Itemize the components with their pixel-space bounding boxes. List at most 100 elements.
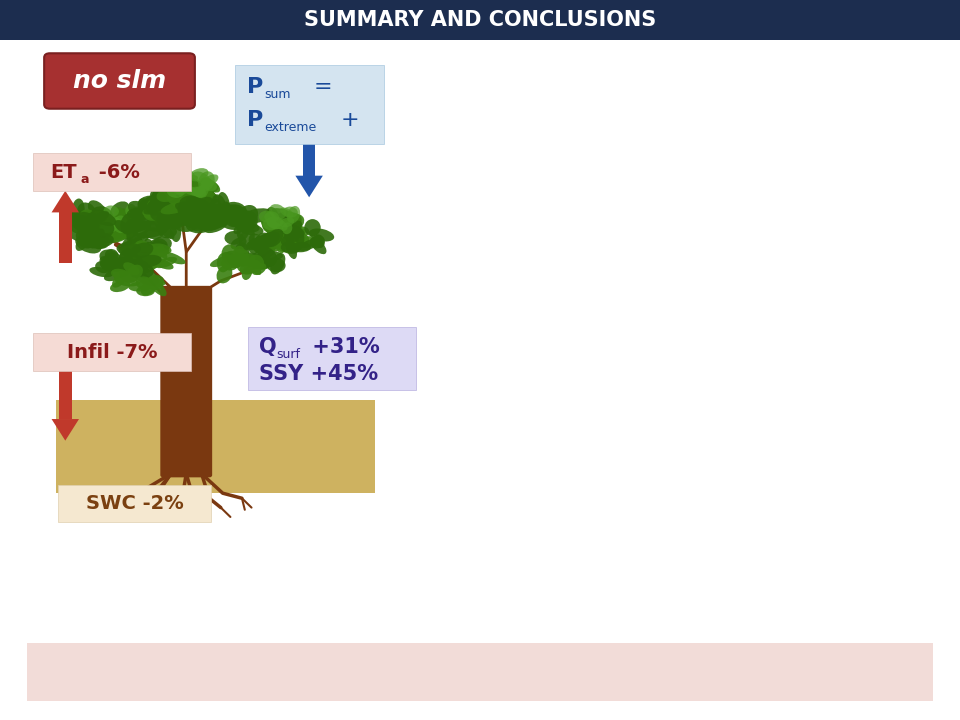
Ellipse shape — [152, 186, 183, 199]
Ellipse shape — [261, 216, 278, 235]
Ellipse shape — [198, 177, 214, 196]
Ellipse shape — [180, 195, 199, 207]
Ellipse shape — [225, 231, 243, 245]
Ellipse shape — [74, 217, 106, 232]
Ellipse shape — [240, 260, 261, 274]
Ellipse shape — [186, 197, 213, 212]
Ellipse shape — [87, 218, 105, 236]
Ellipse shape — [218, 192, 229, 214]
Ellipse shape — [156, 189, 176, 202]
Ellipse shape — [114, 270, 130, 282]
Text: extreme: extreme — [264, 121, 316, 134]
Ellipse shape — [264, 212, 279, 222]
Ellipse shape — [217, 265, 232, 284]
Ellipse shape — [133, 255, 161, 268]
Ellipse shape — [71, 223, 97, 235]
Ellipse shape — [78, 232, 97, 248]
Ellipse shape — [129, 206, 146, 218]
Ellipse shape — [150, 189, 163, 207]
Ellipse shape — [108, 221, 129, 236]
Ellipse shape — [296, 236, 318, 248]
Ellipse shape — [202, 178, 220, 192]
Ellipse shape — [100, 217, 117, 232]
Ellipse shape — [112, 222, 133, 240]
Ellipse shape — [60, 210, 83, 227]
Ellipse shape — [78, 210, 93, 229]
Ellipse shape — [104, 266, 130, 282]
Ellipse shape — [269, 204, 286, 220]
FancyBboxPatch shape — [58, 485, 211, 522]
Ellipse shape — [133, 267, 159, 287]
Ellipse shape — [75, 235, 102, 253]
Ellipse shape — [170, 210, 187, 226]
Polygon shape — [52, 419, 79, 441]
Ellipse shape — [267, 217, 288, 231]
Ellipse shape — [275, 235, 292, 247]
Ellipse shape — [281, 233, 296, 246]
Ellipse shape — [285, 228, 306, 243]
Ellipse shape — [131, 216, 143, 225]
Ellipse shape — [143, 200, 171, 215]
Polygon shape — [368, 357, 392, 377]
Ellipse shape — [148, 278, 167, 296]
Ellipse shape — [82, 225, 104, 244]
Ellipse shape — [220, 202, 231, 225]
Ellipse shape — [237, 223, 263, 235]
Ellipse shape — [187, 190, 201, 207]
Ellipse shape — [95, 261, 110, 273]
Ellipse shape — [120, 213, 137, 235]
FancyBboxPatch shape — [248, 327, 416, 390]
Ellipse shape — [204, 181, 217, 192]
Ellipse shape — [170, 221, 181, 242]
Ellipse shape — [155, 202, 167, 213]
Ellipse shape — [280, 221, 297, 235]
Ellipse shape — [262, 211, 276, 232]
Ellipse shape — [151, 212, 181, 227]
Ellipse shape — [86, 223, 98, 243]
Ellipse shape — [180, 193, 206, 209]
Ellipse shape — [115, 209, 137, 226]
Ellipse shape — [127, 265, 143, 281]
Ellipse shape — [160, 202, 190, 215]
Ellipse shape — [137, 228, 167, 238]
Ellipse shape — [184, 210, 211, 221]
Ellipse shape — [142, 221, 170, 231]
Ellipse shape — [170, 168, 195, 181]
Ellipse shape — [309, 228, 334, 241]
Ellipse shape — [159, 180, 176, 199]
Ellipse shape — [158, 202, 188, 211]
Ellipse shape — [69, 225, 89, 241]
Ellipse shape — [153, 241, 169, 254]
Text: SUMMARY AND CONCLUSIONS: SUMMARY AND CONCLUSIONS — [304, 10, 656, 30]
Ellipse shape — [197, 204, 222, 217]
Ellipse shape — [142, 245, 160, 257]
Ellipse shape — [133, 256, 159, 268]
Ellipse shape — [236, 205, 258, 228]
Ellipse shape — [223, 205, 242, 227]
Ellipse shape — [186, 219, 211, 233]
Ellipse shape — [104, 217, 126, 232]
Ellipse shape — [275, 217, 296, 241]
Ellipse shape — [150, 248, 167, 263]
Ellipse shape — [182, 212, 201, 228]
Ellipse shape — [284, 227, 305, 251]
Ellipse shape — [62, 210, 81, 228]
Ellipse shape — [175, 202, 193, 214]
Text: Infil -7%: Infil -7% — [66, 343, 157, 361]
Ellipse shape — [132, 210, 145, 223]
FancyBboxPatch shape — [60, 212, 72, 263]
Ellipse shape — [129, 256, 143, 274]
Ellipse shape — [117, 259, 140, 273]
FancyBboxPatch shape — [60, 371, 72, 419]
Ellipse shape — [80, 210, 94, 220]
Ellipse shape — [85, 232, 100, 243]
Ellipse shape — [126, 204, 136, 216]
Ellipse shape — [144, 228, 163, 239]
FancyBboxPatch shape — [160, 286, 212, 477]
Ellipse shape — [126, 252, 144, 265]
Ellipse shape — [188, 180, 202, 203]
Ellipse shape — [266, 229, 283, 247]
Ellipse shape — [159, 209, 184, 224]
Ellipse shape — [159, 251, 185, 264]
Ellipse shape — [193, 171, 210, 184]
